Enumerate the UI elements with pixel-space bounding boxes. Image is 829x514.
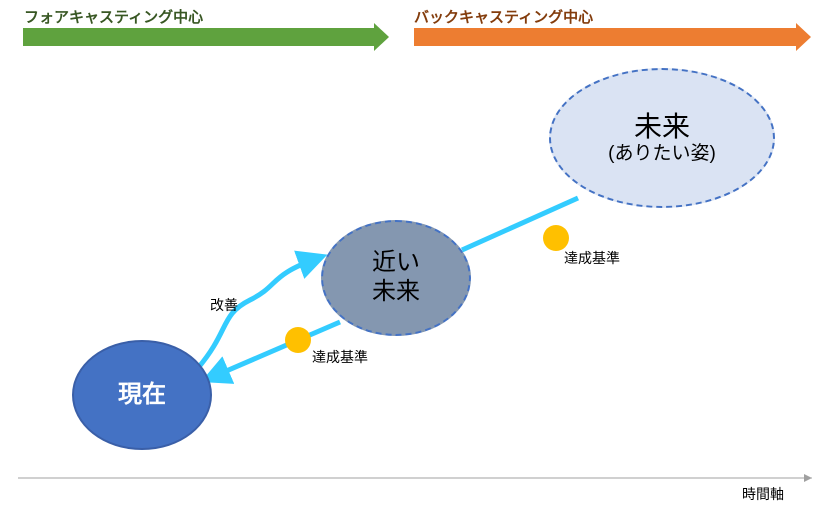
forecasting-label: フォアキャスティング中心 [24,6,203,27]
near-future-node: 近い 未来 [321,220,471,336]
milestone-1 [285,327,311,353]
time-axis-tip [804,474,812,482]
present-node: 現在 [72,340,212,450]
near-future-node-label2: 未来 [372,278,420,307]
future-node-label2: (ありたい姿) [608,143,716,166]
forecasting-arrow-bar [23,28,374,46]
backcasting-arrow [414,28,810,46]
time-axis-label: 時間軸 [742,484,784,504]
improve-label: 改善 [210,295,238,315]
backcasting-label: バックキャスティング中心 [414,6,593,27]
criteria-label-2: 達成基準 [564,248,620,268]
future-node: 未来 (ありたい姿) [549,68,775,208]
near-future-node-label1: 近い [372,249,420,278]
forecasting-arrow-tip [374,23,389,51]
criteria-label-1: 達成基準 [312,347,368,367]
forecasting-arrow [23,28,388,46]
backcasting-arrow-tip [796,23,811,51]
present-node-label: 現在 [118,381,166,410]
future-node-label1: 未来 [634,110,690,144]
backcasting-arrow-bar [414,28,796,46]
